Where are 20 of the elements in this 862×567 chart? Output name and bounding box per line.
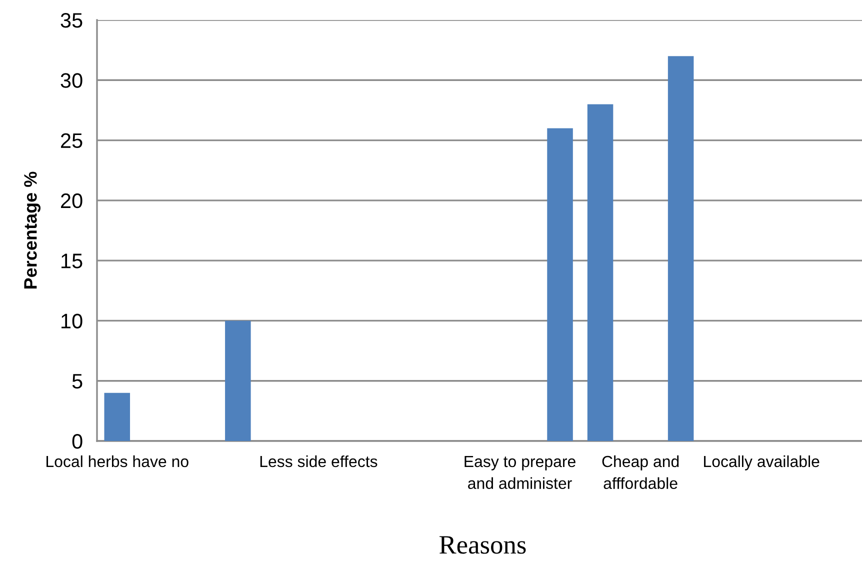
bar [668, 56, 694, 441]
bar [104, 392, 130, 441]
bar [225, 320, 251, 441]
y-tick-label: 30 [60, 73, 82, 88]
x-tick-label: Local herbs have no [46, 455, 188, 468]
x-tick-label: Locally available [704, 455, 820, 470]
x-tick-label: Easy to prepare and administer [464, 456, 576, 489]
y-tick-label: 0 [72, 434, 82, 449]
bar [547, 128, 573, 441]
y-tick-label: 25 [60, 133, 82, 148]
y-tick-label: 15 [62, 254, 82, 268]
y-tick-label: 10 [62, 314, 82, 328]
x-tick-label: Less side effects [260, 455, 378, 468]
y-tick-label: 5 [72, 374, 82, 389]
x-axis-title: Reasons [440, 536, 526, 554]
bar [587, 104, 614, 441]
y-axis-title: Percentage % [24, 172, 40, 288]
x-tick-label: Cheap and afffordable [602, 455, 679, 489]
y-tick-label: 35 [60, 13, 82, 28]
y-tick-label: 20 [60, 193, 82, 208]
